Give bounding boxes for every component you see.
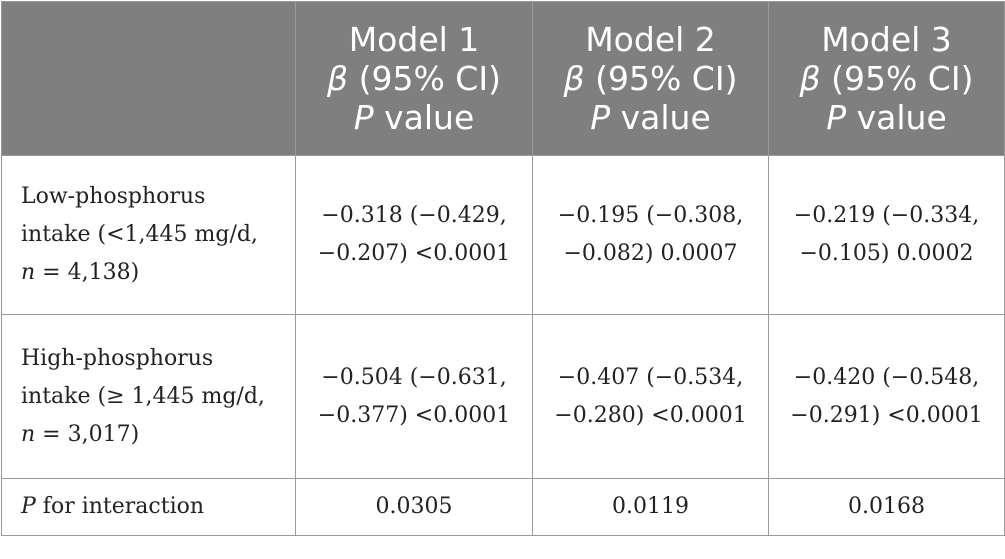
header-blank-cell xyxy=(1,1,296,156)
cell-line: −0.207) <0.0001 xyxy=(317,241,511,266)
n-variable: n xyxy=(21,260,36,285)
model-3-beta: β xyxy=(799,59,821,98)
model-2-title: Model 2 xyxy=(585,20,716,59)
model-3-value: value xyxy=(846,98,947,137)
model-2-p-line: P value xyxy=(533,98,768,137)
row-label-n-line: n = 3,017) xyxy=(21,416,295,454)
cell-line: −0.280) <0.0001 xyxy=(554,402,747,428)
interaction-model-3: 0.0168 xyxy=(768,478,1005,536)
cell-low-model-3: −0.219 (−0.334, −0.105) 0.0002 xyxy=(768,155,1005,315)
model-1-title: Model 1 xyxy=(348,20,480,59)
row-label-line: Low-phosphorus xyxy=(21,184,206,209)
cell-high-model-3: −0.420 (−0.548, −0.291) <0.0001 xyxy=(768,314,1005,479)
cell-line: −0.219 (−0.334, xyxy=(793,203,980,228)
model-1-p: P xyxy=(353,98,374,137)
cell-line: −0.377) <0.0001 xyxy=(317,402,511,428)
row-label-line: High-phosphorus xyxy=(21,345,214,371)
cell-high-model-2: −0.407 (−0.534, −0.280) <0.0001 xyxy=(532,314,769,479)
cell-line: −0.082) 0.0007 xyxy=(563,241,738,266)
model-1-p-line: P value xyxy=(296,98,532,137)
cell-line: −0.105) 0.0002 xyxy=(799,241,974,266)
row-label-interaction: P for interaction xyxy=(1,478,296,536)
model-2-value: value xyxy=(610,98,711,137)
row-label-low-phosphorus: Low-phosphorus intake (<1,445 mg/d, n = … xyxy=(1,155,296,315)
model-2-p: P xyxy=(590,98,611,137)
model-2-ci-line: β (95% CI) xyxy=(533,59,768,98)
model-3-title: Model 3 xyxy=(821,20,952,59)
model-2-ci: (95% CI) xyxy=(584,59,738,98)
cell-low-model-1: −0.318 (−0.429, −0.207) <0.0001 xyxy=(295,155,533,315)
table-row-low-phosphorus: Low-phosphorus intake (<1,445 mg/d, n = … xyxy=(1,155,1005,315)
header-model-1: Model 1 β (95% CI) P value xyxy=(295,1,533,156)
model-1-ci-line: β (95% CI) xyxy=(296,59,532,98)
header-row: Model 1 β (95% CI) P value Model 2 β (95… xyxy=(1,1,1005,156)
model-2-beta: β xyxy=(563,59,585,98)
interaction-label: for interaction xyxy=(35,494,205,519)
cell-line: −0.291) <0.0001 xyxy=(790,402,983,428)
model-1-beta: β xyxy=(327,59,349,98)
row-label-line: intake (<1,445 mg/d, xyxy=(21,222,258,247)
header-model-2: Model 2 β (95% CI) P value xyxy=(532,1,769,156)
model-3-p-line: P value xyxy=(769,98,1004,137)
cell-line: −0.407 (−0.534, xyxy=(557,364,744,390)
model-3-ci: (95% CI) xyxy=(820,59,974,98)
row-label-n-line: n = 4,138) xyxy=(21,254,295,292)
results-table: Model 1 β (95% CI) P value Model 2 β (95… xyxy=(1,1,1005,536)
cell-line: −0.504 (−0.631, xyxy=(321,364,507,390)
interaction-model-1: 0.0305 xyxy=(295,478,533,536)
cell-line: −0.318 (−0.429, xyxy=(321,203,507,228)
n-variable: n xyxy=(21,421,36,447)
cell-high-model-1: −0.504 (−0.631, −0.377) <0.0001 xyxy=(295,314,533,479)
table-row-high-phosphorus: High-phosphorus intake (≥ 1,445 mg/d, n … xyxy=(1,314,1005,479)
model-3-p: P xyxy=(826,98,847,137)
interaction-model-2: 0.0119 xyxy=(532,478,769,536)
row-label-line: intake (≥ 1,445 mg/d, xyxy=(21,383,265,409)
interaction-p: P xyxy=(21,494,36,519)
row-label-high-phosphorus: High-phosphorus intake (≥ 1,445 mg/d, n … xyxy=(1,314,296,479)
model-1-value: value xyxy=(373,98,475,137)
n-count: = 4,138) xyxy=(35,260,140,285)
header-model-3: Model 3 β (95% CI) P value xyxy=(768,1,1005,156)
table-row-interaction: P for interaction 0.0305 0.0119 0.0168 xyxy=(1,478,1005,536)
cell-low-model-2: −0.195 (−0.308, −0.082) 0.0007 xyxy=(532,155,769,315)
cell-line: −0.195 (−0.308, xyxy=(557,203,744,228)
model-1-ci: (95% CI) xyxy=(348,59,501,98)
model-3-ci-line: β (95% CI) xyxy=(769,59,1004,98)
cell-line: −0.420 (−0.548, xyxy=(793,364,980,390)
n-count: = 3,017) xyxy=(35,421,140,447)
